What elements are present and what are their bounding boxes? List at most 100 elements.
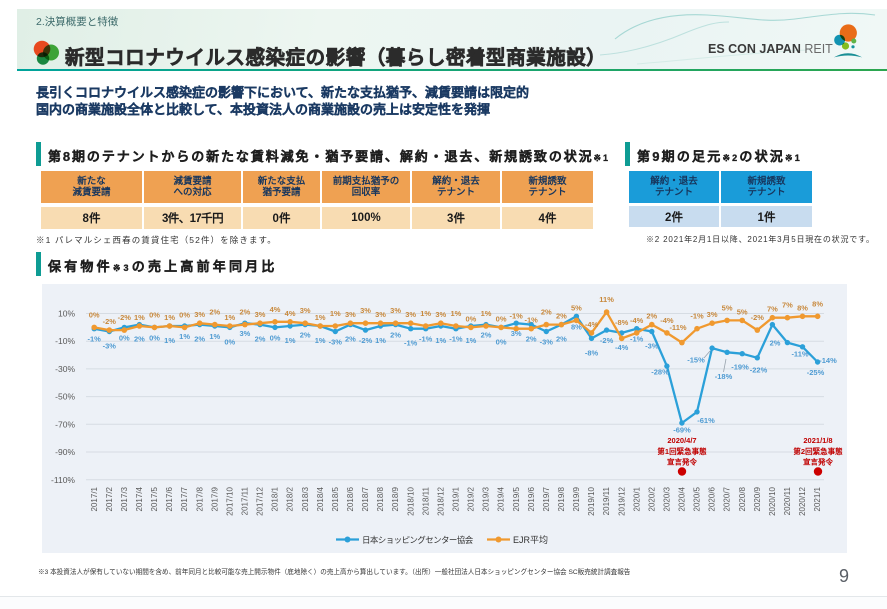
svg-text:-19%: -19% [731,363,749,372]
svg-text:2020/1: 2020/1 [632,486,641,511]
svg-text:2017/10: 2017/10 [225,486,234,515]
svg-text:-1%: -1% [690,312,704,321]
svg-text:2%: 2% [556,312,567,321]
svg-text:-8%: -8% [615,318,629,327]
svg-text:2020/3: 2020/3 [663,486,672,511]
svg-text:2017/12: 2017/12 [256,486,265,515]
svg-text:2018/2: 2018/2 [286,486,295,511]
svg-text:2019/11: 2019/11 [602,486,611,515]
svg-text:7%: 7% [782,301,793,310]
svg-text:2018/3: 2018/3 [301,486,310,511]
svg-text:2018/11: 2018/11 [421,486,430,515]
svg-text:1%: 1% [315,336,326,345]
svg-text:2018/7: 2018/7 [361,486,370,511]
svg-text:-10%: -10% [55,336,75,346]
svg-text:2017/11: 2017/11 [241,486,250,515]
svg-text:3%: 3% [390,306,401,315]
svg-text:2020/12: 2020/12 [798,486,807,515]
svg-text:0%: 0% [270,333,281,342]
svg-text:5%: 5% [722,303,733,312]
svg-text:宣言発令: 宣言発令 [803,457,833,467]
svg-text:-28%: -28% [651,368,669,377]
svg-text:EJR平均: EJR平均 [513,534,548,545]
svg-text:0%: 0% [496,314,507,323]
svg-text:2020/11: 2020/11 [783,486,792,515]
svg-text:2018/8: 2018/8 [376,486,385,511]
svg-text:2019/3: 2019/3 [482,486,491,511]
svg-text:2021/1/8: 2021/1/8 [803,436,832,445]
svg-text:1%: 1% [285,336,296,345]
svg-text:2018/6: 2018/6 [346,486,355,511]
svg-text:2%: 2% [194,335,205,344]
svg-text:2%: 2% [646,312,657,321]
svg-text:2020/10: 2020/10 [768,486,777,515]
svg-text:-1%: -1% [419,335,433,344]
svg-text:-1%: -1% [525,316,539,325]
svg-text:2%: 2% [239,308,250,317]
svg-text:8%: 8% [797,303,808,312]
svg-text:4%: 4% [270,305,281,314]
svg-text:2017/4: 2017/4 [135,486,144,511]
svg-text:-1%: -1% [630,335,644,344]
svg-text:2019/12: 2019/12 [617,486,626,515]
svg-text:2019/8: 2019/8 [557,486,566,511]
svg-text:2017/3: 2017/3 [120,486,129,511]
svg-text:2018/9: 2018/9 [391,486,400,511]
svg-text:2%: 2% [770,339,781,348]
svg-text:-1%: -1% [510,312,524,321]
svg-text:2021/1: 2021/1 [813,486,822,511]
svg-text:2%: 2% [526,335,537,344]
svg-text:宣言発令: 宣言発令 [667,457,697,467]
svg-text:3%: 3% [345,310,356,319]
svg-text:1%: 1% [375,336,386,345]
svg-text:1%: 1% [224,313,235,322]
svg-text:1%: 1% [420,309,431,318]
svg-text:1%: 1% [435,336,446,345]
svg-text:2020/9: 2020/9 [753,486,762,511]
svg-text:1%: 1% [465,336,476,345]
svg-text:0%: 0% [465,314,476,323]
svg-text:2018/12: 2018/12 [436,486,445,515]
svg-text:-50%: -50% [55,392,75,402]
svg-text:-2%: -2% [359,336,373,345]
svg-text:1%: 1% [315,313,326,322]
svg-text:2017/5: 2017/5 [150,486,159,511]
svg-text:2017/8: 2017/8 [195,486,204,511]
svg-text:2%: 2% [255,335,266,344]
svg-text:2020/6: 2020/6 [708,486,717,511]
svg-text:2019/10: 2019/10 [587,486,596,515]
svg-text:8%: 8% [571,322,582,331]
svg-text:2019/1: 2019/1 [452,486,461,511]
svg-text:-90%: -90% [55,447,75,457]
svg-text:2017/6: 2017/6 [165,486,174,511]
svg-text:-2%: -2% [600,336,614,345]
svg-text:0%: 0% [149,310,160,319]
svg-text:-22%: -22% [750,366,768,375]
svg-text:2020/2: 2020/2 [647,486,656,511]
svg-text:1%: 1% [179,332,190,341]
svg-text:3%: 3% [405,310,416,319]
svg-text:-15%: -15% [687,356,705,365]
svg-text:-25%: -25% [807,368,825,377]
svg-text:2019/4: 2019/4 [497,486,506,511]
svg-text:2020/8: 2020/8 [738,486,747,511]
svg-text:3%: 3% [300,306,311,315]
svg-text:-61%: -61% [697,416,715,425]
svg-text:-4%: -4% [585,320,599,329]
svg-text:3%: 3% [239,329,250,338]
svg-text:2019/2: 2019/2 [467,486,476,511]
svg-text:-4%: -4% [660,316,674,325]
svg-text:5%: 5% [737,307,748,316]
svg-text:2020/5: 2020/5 [693,486,702,511]
svg-text:5%: 5% [571,303,582,312]
svg-text:0%: 0% [179,310,190,319]
svg-text:2%: 2% [209,308,220,317]
svg-text:-14%: -14% [819,356,837,365]
svg-text:2%: 2% [300,331,311,340]
svg-text:8%: 8% [812,299,823,308]
svg-text:0%: 0% [496,337,507,346]
svg-text:2%: 2% [134,335,145,344]
svg-text:4%: 4% [285,309,296,318]
svg-text:-2%: -2% [751,313,765,322]
svg-text:-8%: -8% [585,348,599,357]
